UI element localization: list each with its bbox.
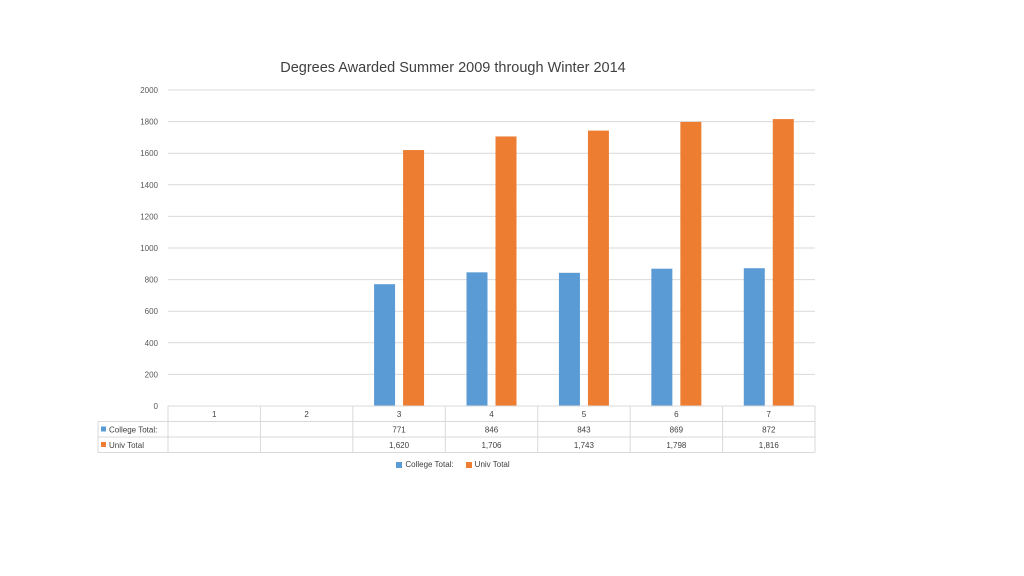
x-category-label: 7 xyxy=(767,410,772,419)
y-tick-label: 800 xyxy=(145,276,159,285)
y-tick-label: 1400 xyxy=(140,181,158,190)
bar-univ-total xyxy=(495,136,517,406)
bar-univ-total xyxy=(587,130,609,406)
x-category-label: 6 xyxy=(674,410,679,419)
legend: College Total: Univ Total xyxy=(0,460,906,470)
y-tick-label: 0 xyxy=(154,402,159,411)
bars xyxy=(374,119,794,407)
legend-swatch xyxy=(465,461,472,468)
y-axis: 0 200 400 600 800 1000 1200 1400 1600 1800 2000 xyxy=(140,86,158,411)
legend-label: College Total: xyxy=(405,460,454,469)
data-label: 1,706 xyxy=(481,441,502,450)
y-tick-label: 600 xyxy=(145,307,159,316)
table-series-name: College Total: xyxy=(109,426,157,435)
bar-college-total xyxy=(466,272,488,406)
bar-univ-total xyxy=(403,150,425,406)
data-table: 1 2 3 4 5 6 7 College Total: 771 846 843 869 872 Univ… xyxy=(97,405,816,453)
x-category-label: 2 xyxy=(304,410,309,419)
y-tick-label: 1600 xyxy=(140,149,158,158)
table-legend-swatch xyxy=(101,426,106,432)
legend-item: College Total: xyxy=(396,460,454,469)
y-tick-label: 400 xyxy=(145,339,159,348)
data-label: 1,816 xyxy=(759,441,780,450)
data-label: 869 xyxy=(670,426,684,435)
bar-college-total xyxy=(743,268,765,406)
y-tick-label: 1200 xyxy=(140,212,158,221)
x-category-label: 1 xyxy=(212,410,217,419)
gridlines xyxy=(168,89,815,375)
data-label: 1,798 xyxy=(666,441,687,450)
table-series-name: Univ Total xyxy=(109,441,144,450)
y-tick-label: 1000 xyxy=(140,244,158,253)
y-tick-label: 1800 xyxy=(140,118,158,127)
legend-item: Univ Total xyxy=(465,460,510,469)
y-tick-label: 200 xyxy=(145,370,159,379)
bar-college-total xyxy=(651,268,673,406)
data-label: 1,743 xyxy=(574,441,595,450)
y-tick-label: 2000 xyxy=(140,86,158,95)
data-label: 872 xyxy=(762,426,776,435)
bar-college-total xyxy=(374,284,396,406)
data-label: 846 xyxy=(485,426,499,435)
bar-college-total xyxy=(558,272,580,406)
data-label: 771 xyxy=(392,426,406,435)
bar-univ-total xyxy=(680,121,702,406)
legend-swatch xyxy=(396,461,403,468)
x-category-label: 4 xyxy=(489,410,494,419)
x-category-label: 3 xyxy=(397,410,402,419)
data-label: 843 xyxy=(577,426,591,435)
x-category-label: 5 xyxy=(582,410,587,419)
table-legend-swatch xyxy=(101,442,106,447)
bar-univ-total xyxy=(772,119,794,407)
data-label: 1,620 xyxy=(389,441,410,450)
chart-title: Degrees Awarded Summer 2009 through Wint… xyxy=(280,60,626,76)
legend-label: Univ Total xyxy=(474,460,510,469)
